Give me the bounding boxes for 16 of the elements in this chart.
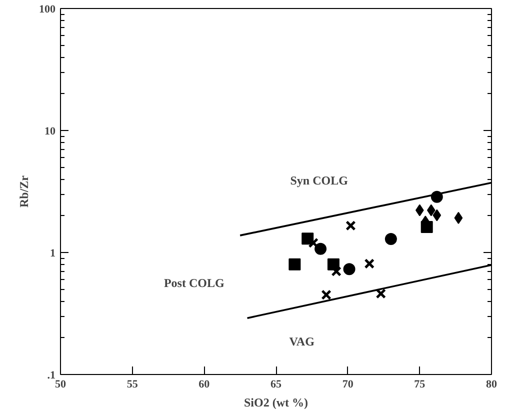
x-tick-label: 70 — [342, 378, 354, 390]
y-tick-label: 10 — [44, 126, 56, 138]
annotation: Post COLG — [164, 276, 224, 290]
x-tick-label: 65 — [270, 378, 282, 390]
x-tick-label: 50 — [55, 378, 66, 390]
y-axis-title: Rb/Zr — [17, 174, 31, 208]
x-tick-label: 55 — [126, 378, 138, 390]
x-axis-title: SiO2 (wt %) — [244, 396, 308, 410]
annotation: VAG — [289, 334, 314, 349]
x-tick-label: 60 — [198, 378, 210, 390]
annotation: Syn COLG — [290, 174, 348, 188]
y-tick-label: 1 — [50, 248, 56, 260]
x-tick-label: 75 — [414, 378, 426, 390]
x-tick-label: 80 — [486, 378, 498, 390]
y-tick-label: .1 — [47, 370, 56, 382]
y-tick-label: 100 — [39, 4, 56, 16]
